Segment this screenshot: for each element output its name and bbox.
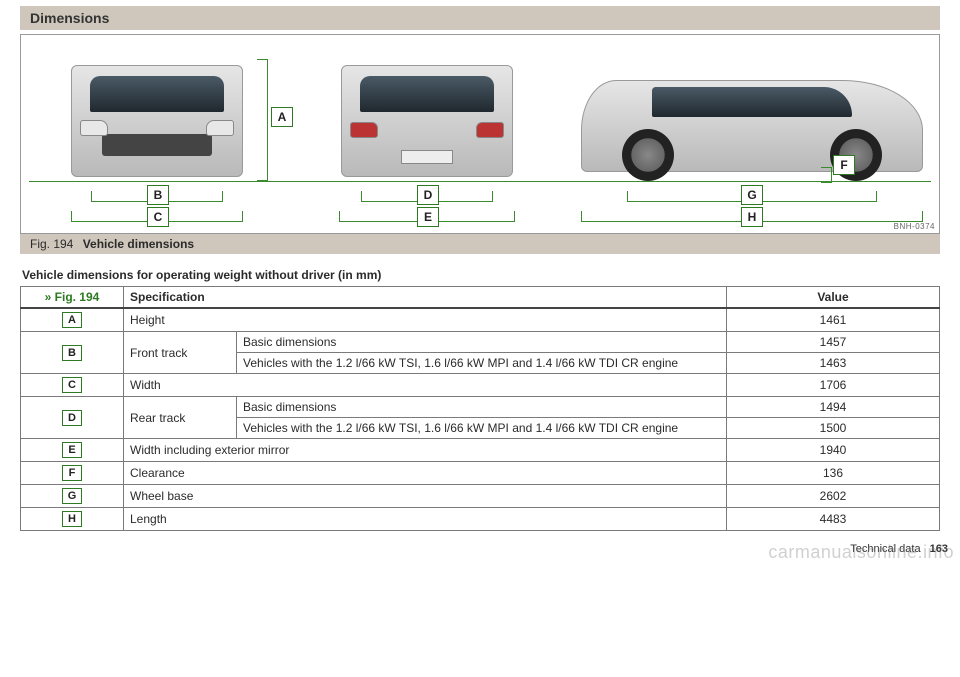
key-box: D <box>62 410 82 426</box>
header-spec: Specification <box>124 287 727 309</box>
key-box: H <box>62 511 82 527</box>
spec-cell: Width <box>124 374 727 397</box>
car-side-illustration <box>581 80 923 172</box>
headlamp-icon <box>80 120 108 136</box>
value-cell: 2602 <box>727 485 940 508</box>
value-cell: 4483 <box>727 508 940 531</box>
dim-bracket-a <box>257 59 268 181</box>
value-cell: 136 <box>727 462 940 485</box>
table-row: F Clearance 136 <box>21 462 940 485</box>
value-cell: 1461 <box>727 308 940 332</box>
value-cell: 1457 <box>727 332 940 353</box>
figure-title: Vehicle dimensions <box>83 237 194 251</box>
value-cell: 1706 <box>727 374 940 397</box>
table-header-row: » Fig. 194 Specification Value <box>21 287 940 309</box>
grille-shape <box>102 134 212 156</box>
table-row: D Rear track Basic dimensions 1494 <box>21 397 940 418</box>
dimensions-table: » Fig. 194 Specification Value A Height … <box>20 286 940 531</box>
value-cell: 1463 <box>727 353 940 374</box>
car-front-illustration <box>71 65 243 177</box>
table-title: Vehicle dimensions for operating weight … <box>22 268 938 282</box>
spec-sub-cell: Vehicles with the 1.2 l/66 kW TSI, 1.6 l… <box>237 418 727 439</box>
dim-label-f: F <box>833 155 855 175</box>
spec-sub-cell: Basic dimensions <box>237 397 727 418</box>
taillamp-icon <box>476 122 504 138</box>
figure-number: Fig. 194 <box>30 237 73 251</box>
footer-section: Technical data <box>850 543 920 555</box>
section-title: Dimensions <box>20 6 940 30</box>
dim-label-g: G <box>741 185 763 205</box>
key-box: F <box>62 465 82 481</box>
key-box: A <box>62 312 82 328</box>
table-row: C Width 1706 <box>21 374 940 397</box>
spec-cell: Length <box>124 508 727 531</box>
ground-line <box>29 181 931 182</box>
spec-cell: Front track <box>124 332 237 374</box>
table-row: B Front track Basic dimensions 1457 <box>21 332 940 353</box>
figure-caption: Fig. 194 Vehicle dimensions <box>20 234 940 254</box>
spec-cell: Width including exterior mirror <box>124 439 727 462</box>
value-cell: 1494 <box>727 397 940 418</box>
key-box: G <box>62 488 82 504</box>
table-row: E Width including exterior mirror 1940 <box>21 439 940 462</box>
dim-bracket-f <box>821 167 832 183</box>
dim-label-b: B <box>147 185 169 205</box>
windshield-shape <box>90 76 224 112</box>
footer-page-number: 163 <box>930 543 948 555</box>
dim-label-h: H <box>741 207 763 227</box>
key-box: E <box>62 442 82 458</box>
wheel-icon <box>622 129 674 181</box>
plate-shape <box>401 150 453 164</box>
rear-window-shape <box>360 76 494 112</box>
spec-sub-cell: Vehicles with the 1.2 l/66 kW TSI, 1.6 l… <box>237 353 727 374</box>
car-rear-illustration <box>341 65 513 177</box>
spec-cell: Wheel base <box>124 485 727 508</box>
dim-label-d: D <box>417 185 439 205</box>
spec-cell: Clearance <box>124 462 727 485</box>
value-cell: 1940 <box>727 439 940 462</box>
side-window-shape <box>652 87 852 117</box>
header-value: Value <box>727 287 940 309</box>
key-box: B <box>62 345 82 361</box>
table-row: A Height 1461 <box>21 308 940 332</box>
spec-cell: Rear track <box>124 397 237 439</box>
figure-box: A F B C D E G H BNH-0374 <box>20 34 940 234</box>
figure-code: BNH-0374 <box>894 222 935 231</box>
dim-label-c: C <box>147 207 169 227</box>
header-figref: » Fig. 194 <box>45 290 100 304</box>
table-row: G Wheel base 2602 <box>21 485 940 508</box>
table-row: H Length 4483 <box>21 508 940 531</box>
dim-label-e: E <box>417 207 439 227</box>
spec-cell: Height <box>124 308 727 332</box>
page-footer: Technical data 163 <box>850 543 948 555</box>
key-box: C <box>62 377 82 393</box>
spec-sub-cell: Basic dimensions <box>237 332 727 353</box>
headlamp-icon <box>206 120 234 136</box>
page: Dimensions A F B C <box>10 0 950 561</box>
dim-label-a: A <box>271 107 293 127</box>
taillamp-icon <box>350 122 378 138</box>
value-cell: 1500 <box>727 418 940 439</box>
